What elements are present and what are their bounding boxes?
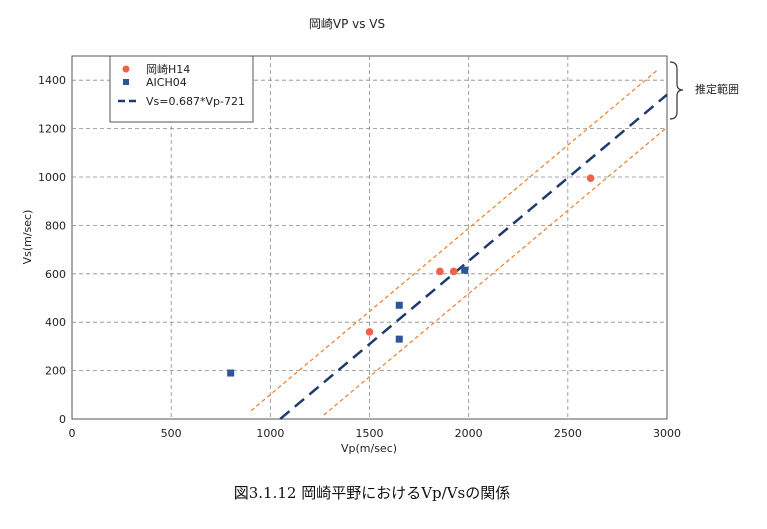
y-tick-label: 1000: [38, 171, 66, 184]
legend-marker-aich: [123, 79, 129, 85]
legend-label-fit: Vs=0.687*Vp-721: [146, 95, 245, 108]
point-aich04: [227, 369, 235, 377]
range-annotation: 推定範囲: [695, 82, 739, 96]
y-tick-label: 1400: [38, 74, 66, 87]
x-axis-title: Vp(m/sec): [341, 442, 397, 455]
x-tick-label: 0: [69, 427, 76, 440]
y-tick-label: 200: [45, 365, 66, 378]
x-tick-labels: 0 500 1000 1500 2000 2500 3000: [69, 427, 682, 440]
x-tick-label: 1000: [256, 427, 284, 440]
point-okazaki-h14: [449, 267, 458, 276]
legend: 岡崎H14 AICH04 Vs=0.687*Vp-721: [109, 55, 254, 123]
x-tick-label: 3000: [653, 427, 681, 440]
estimate-upper-line: [250, 69, 658, 412]
data-points: [227, 174, 595, 377]
legend-box: [109, 55, 254, 123]
fit-line: [279, 93, 668, 420]
legend-label-okazaki: 岡崎H14: [146, 62, 190, 76]
y-tick-label: 400: [45, 316, 66, 329]
x-tick-label: 2000: [455, 427, 483, 440]
legend-marker-okazaki: [122, 65, 130, 73]
legend-label-aich: AICH04: [146, 76, 187, 89]
y-tick-label: 1200: [38, 123, 66, 136]
y-axis-title: Vs(m/sec): [21, 210, 34, 265]
chart-title: 岡崎VP vs VS: [309, 17, 385, 31]
y-tick-label: 800: [45, 219, 66, 232]
point-aich04: [461, 266, 469, 274]
x-tick-label: 500: [161, 427, 182, 440]
range-brace: [669, 61, 684, 120]
x-tick-label: 2500: [554, 427, 582, 440]
y-tick-labels: 0 200 400 600 800 1000 1200 1400: [38, 74, 66, 426]
y-tick-label: 600: [45, 268, 66, 281]
point-okazaki-h14: [586, 174, 595, 183]
point-okazaki-h14: [365, 328, 374, 336]
y-tick-label: 0: [59, 413, 66, 426]
estimate-range-lines: [250, 69, 666, 416]
fit-line-group: [279, 93, 668, 420]
point-okazaki-h14: [436, 267, 444, 276]
point-aich04: [395, 335, 403, 343]
point-aich04: [395, 301, 403, 309]
figure-caption: 図3.1.12 岡崎平野におけるVp/Vsの関係: [234, 484, 511, 502]
x-tick-label: 1500: [356, 427, 384, 440]
